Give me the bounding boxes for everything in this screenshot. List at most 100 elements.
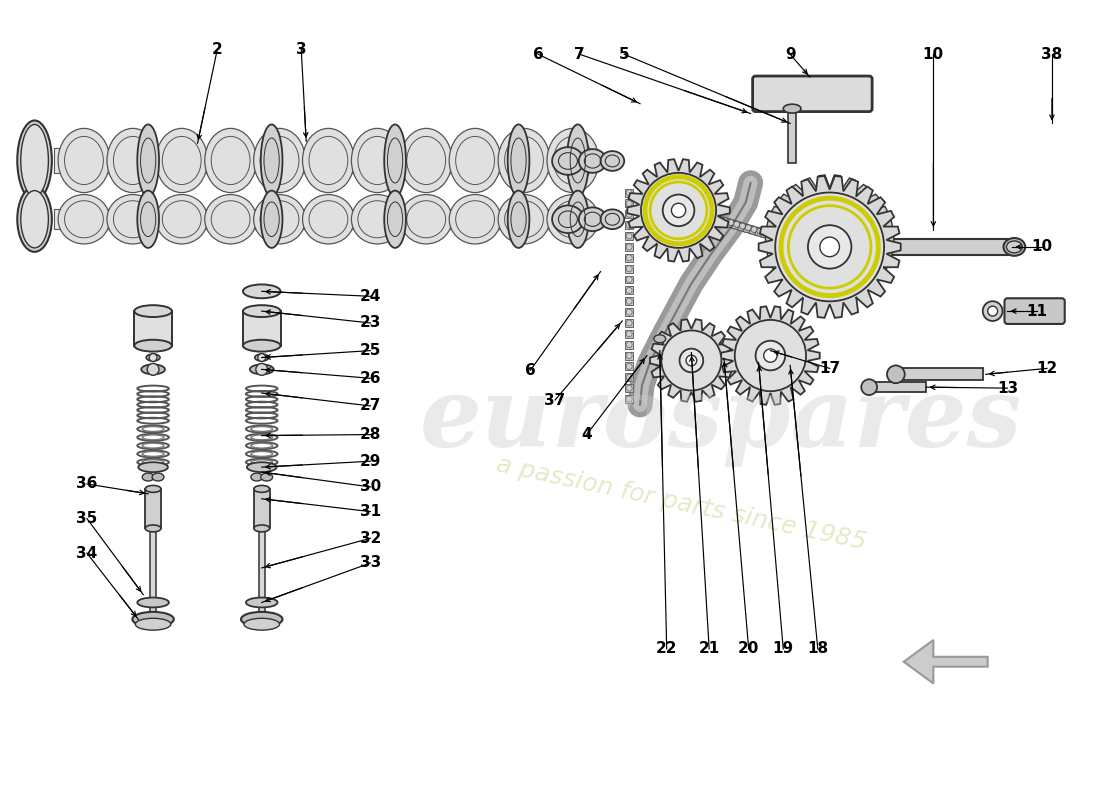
Text: 10: 10 <box>923 47 944 62</box>
Circle shape <box>626 363 632 370</box>
Polygon shape <box>722 306 820 405</box>
Bar <box>749 226 760 236</box>
Ellipse shape <box>246 462 276 472</box>
Bar <box>625 352 634 359</box>
Text: 34: 34 <box>76 546 98 561</box>
Ellipse shape <box>18 121 52 201</box>
Ellipse shape <box>547 194 598 244</box>
Circle shape <box>626 320 632 326</box>
Bar <box>737 222 749 232</box>
Polygon shape <box>759 176 901 318</box>
Bar <box>145 489 161 529</box>
Ellipse shape <box>675 353 688 361</box>
Bar <box>625 384 634 392</box>
Circle shape <box>705 213 711 218</box>
Circle shape <box>763 349 777 362</box>
Bar <box>789 109 796 163</box>
Bar <box>822 239 1014 255</box>
Ellipse shape <box>205 128 256 193</box>
Ellipse shape <box>254 194 306 244</box>
Bar <box>625 395 634 403</box>
Bar <box>625 341 634 349</box>
Ellipse shape <box>107 194 158 244</box>
Bar <box>722 342 729 350</box>
Circle shape <box>769 232 774 238</box>
Ellipse shape <box>701 362 712 370</box>
Ellipse shape <box>21 125 48 197</box>
Text: 36: 36 <box>76 477 98 491</box>
Ellipse shape <box>138 125 160 197</box>
Text: 18: 18 <box>807 642 828 656</box>
Circle shape <box>626 331 632 337</box>
Ellipse shape <box>861 379 877 395</box>
Ellipse shape <box>21 190 48 248</box>
Circle shape <box>711 214 716 220</box>
Bar <box>714 342 720 350</box>
Ellipse shape <box>18 186 52 252</box>
Bar <box>625 265 634 273</box>
Circle shape <box>988 306 998 316</box>
Bar <box>625 254 634 262</box>
Text: 4: 4 <box>582 427 592 442</box>
Ellipse shape <box>139 462 168 472</box>
Bar <box>726 219 737 229</box>
Bar <box>761 230 772 239</box>
Bar <box>625 210 634 218</box>
Ellipse shape <box>29 190 51 248</box>
Ellipse shape <box>601 210 624 229</box>
Bar <box>667 342 673 350</box>
Circle shape <box>693 209 700 215</box>
Bar <box>697 210 708 220</box>
Bar <box>134 311 172 346</box>
Ellipse shape <box>243 305 280 317</box>
Circle shape <box>792 238 798 245</box>
Text: a passion for parts since 1985: a passion for parts since 1985 <box>494 453 869 554</box>
Bar <box>54 148 583 174</box>
Bar <box>54 210 583 229</box>
Text: 3: 3 <box>296 42 307 57</box>
Bar <box>772 233 783 242</box>
Circle shape <box>641 173 716 248</box>
Ellipse shape <box>302 194 354 244</box>
Ellipse shape <box>653 335 666 342</box>
Bar <box>744 224 755 234</box>
Circle shape <box>150 354 157 362</box>
Bar <box>704 366 710 386</box>
Text: 25: 25 <box>360 343 381 358</box>
Text: 20: 20 <box>738 642 759 656</box>
Text: 5: 5 <box>619 47 629 62</box>
Circle shape <box>626 190 632 195</box>
FancyBboxPatch shape <box>752 76 872 111</box>
Ellipse shape <box>783 104 801 113</box>
Bar <box>674 342 682 350</box>
Bar <box>668 349 672 368</box>
Text: 38: 38 <box>1042 47 1063 62</box>
Ellipse shape <box>579 149 606 173</box>
Text: 7: 7 <box>574 47 585 62</box>
Text: 27: 27 <box>360 398 381 414</box>
Circle shape <box>746 225 751 230</box>
Circle shape <box>722 218 728 224</box>
Text: 26: 26 <box>360 370 381 386</box>
Circle shape <box>626 201 632 206</box>
Ellipse shape <box>1006 241 1022 253</box>
Circle shape <box>820 237 839 257</box>
Bar <box>658 338 662 358</box>
Ellipse shape <box>552 147 584 175</box>
Ellipse shape <box>135 618 170 630</box>
Bar <box>625 232 634 240</box>
Ellipse shape <box>384 125 406 197</box>
Bar <box>625 286 634 294</box>
Ellipse shape <box>145 525 161 532</box>
Circle shape <box>808 244 815 250</box>
Bar <box>254 489 270 529</box>
Text: 2: 2 <box>212 42 222 57</box>
Bar <box>625 308 634 316</box>
Circle shape <box>807 225 851 269</box>
Bar <box>754 342 760 350</box>
Ellipse shape <box>156 128 208 193</box>
Ellipse shape <box>241 612 283 626</box>
Ellipse shape <box>351 194 404 244</box>
Text: 24: 24 <box>360 289 381 304</box>
Bar <box>258 529 265 627</box>
